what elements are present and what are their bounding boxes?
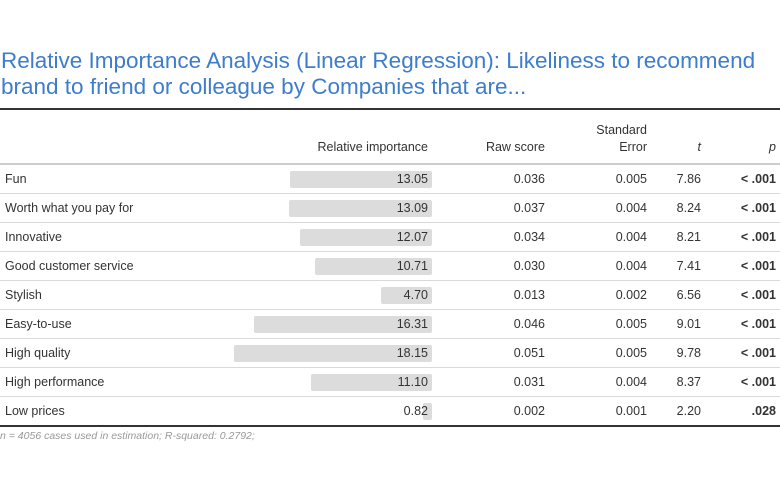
header-raw-score: Raw score bbox=[485, 140, 545, 154]
standard-error-value: 0.005 bbox=[615, 172, 647, 186]
relative-importance-bar bbox=[234, 345, 432, 362]
relative-importance-cell: 0.82 bbox=[200, 397, 432, 427]
standard-error-value: 0.005 bbox=[615, 317, 647, 331]
t-value: 8.37 bbox=[676, 375, 701, 389]
table-row: Good customer service 10.71 0.030 0.004 7.41… bbox=[0, 252, 780, 281]
relative-importance-bar bbox=[423, 403, 432, 420]
header-relative-importance: Relative importance bbox=[317, 140, 428, 154]
p-value: < .001 bbox=[740, 288, 776, 302]
raw-score-value: 0.034 bbox=[513, 230, 545, 244]
relative-importance-cell: 4.70 bbox=[200, 281, 432, 310]
header-standard-error-line1: Standard bbox=[596, 123, 647, 137]
relative-importance-value: 10.71 bbox=[396, 259, 428, 273]
relative-importance-value: 12.07 bbox=[396, 230, 428, 244]
p-value: < .001 bbox=[740, 346, 776, 360]
table-row: High quality 18.15 0.051 0.005 9.78 < .001 bbox=[0, 339, 780, 368]
standard-error-value: 0.004 bbox=[615, 259, 647, 273]
footnote: n = 4056 cases used in estimation; R-squ… bbox=[0, 430, 255, 442]
header-label bbox=[0, 109, 200, 164]
header-t: t bbox=[697, 140, 701, 154]
table-row: High performance 11.10 0.031 0.004 8.37 < .00… bbox=[0, 368, 780, 397]
t-value: 6.56 bbox=[676, 288, 701, 302]
relative-importance-value: 0.82 bbox=[403, 404, 428, 418]
relative-importance-bar bbox=[310, 374, 432, 391]
row-label: Good customer service bbox=[5, 259, 134, 273]
relative-importance-cell: 18.15 bbox=[200, 339, 432, 368]
row-label: Low prices bbox=[5, 404, 65, 418]
row-label: Fun bbox=[5, 172, 27, 186]
p-value: .028 bbox=[751, 404, 776, 418]
relative-importance-cell: 13.05 bbox=[200, 164, 432, 194]
header-p: p bbox=[769, 140, 776, 154]
t-value: 8.24 bbox=[676, 201, 701, 215]
row-label: High performance bbox=[5, 375, 105, 389]
relative-importance-bar bbox=[300, 229, 432, 246]
p-value: < .001 bbox=[740, 172, 776, 186]
raw-score-value: 0.046 bbox=[513, 317, 545, 331]
relative-importance-bar bbox=[289, 171, 432, 188]
table-row: Innovative 12.07 0.034 0.004 8.21 < .001 bbox=[0, 223, 780, 252]
table-row: Fun 13.05 0.036 0.005 7.86 < .001 bbox=[0, 164, 780, 194]
t-value: 8.21 bbox=[676, 230, 701, 244]
table-row: Easy-to-use 16.31 0.046 0.005 9.01 < .001 bbox=[0, 310, 780, 339]
raw-score-value: 0.002 bbox=[513, 404, 545, 418]
row-label: High quality bbox=[5, 346, 71, 360]
relative-importance-table: Relative importance Raw score Standard E… bbox=[0, 108, 780, 427]
table-row: Stylish 4.70 0.013 0.002 6.56 < .001 bbox=[0, 281, 780, 310]
raw-score-value: 0.037 bbox=[513, 201, 545, 215]
relative-importance-value: 11.10 bbox=[397, 375, 428, 389]
raw-score-value: 0.030 bbox=[513, 259, 545, 273]
p-value: < .001 bbox=[740, 259, 776, 273]
page-title: Relative Importance Analysis (Linear Reg… bbox=[1, 48, 756, 99]
standard-error-value: 0.004 bbox=[615, 201, 647, 215]
table-row: Low prices 0.82 0.002 0.001 2.20 .028 bbox=[0, 397, 780, 427]
t-value: 9.78 bbox=[676, 346, 701, 360]
relative-importance-bar bbox=[315, 258, 432, 275]
standard-error-value: 0.004 bbox=[615, 230, 647, 244]
row-label: Worth what you pay for bbox=[5, 201, 134, 215]
raw-score-value: 0.036 bbox=[513, 172, 545, 186]
relative-importance-value: 18.15 bbox=[396, 346, 428, 360]
raw-score-value: 0.013 bbox=[513, 288, 545, 302]
raw-score-value: 0.051 bbox=[513, 346, 545, 360]
relative-importance-value: 13.09 bbox=[396, 201, 428, 215]
relative-importance-cell: 10.71 bbox=[200, 252, 432, 281]
header-standard-error: Standard Error bbox=[549, 109, 651, 164]
relative-importance-bar bbox=[380, 287, 432, 304]
t-value: 7.86 bbox=[676, 172, 701, 186]
relative-importance-cell: 16.31 bbox=[200, 310, 432, 339]
relative-importance-cell: 11.10 bbox=[200, 368, 432, 397]
p-value: < .001 bbox=[740, 317, 776, 331]
relative-importance-bar bbox=[289, 200, 432, 217]
t-value: 2.20 bbox=[676, 404, 701, 418]
t-value: 7.41 bbox=[676, 259, 701, 273]
relative-importance-value: 16.31 bbox=[396, 317, 428, 331]
p-value: < .001 bbox=[740, 230, 776, 244]
row-label: Easy-to-use bbox=[5, 317, 72, 331]
relative-importance-cell: 13.09 bbox=[200, 194, 432, 223]
standard-error-value: 0.005 bbox=[615, 346, 647, 360]
relative-importance-bar bbox=[254, 316, 432, 333]
standard-error-value: 0.002 bbox=[615, 288, 647, 302]
relative-importance-cell: 12.07 bbox=[200, 223, 432, 252]
p-value: < .001 bbox=[740, 201, 776, 215]
t-value: 9.01 bbox=[676, 317, 701, 331]
standard-error-value: 0.001 bbox=[615, 404, 647, 418]
row-label: Stylish bbox=[5, 288, 42, 302]
header-standard-error-line2: Error bbox=[619, 140, 647, 154]
table-row: Worth what you pay for 13.09 0.037 0.004 8.2… bbox=[0, 194, 780, 223]
standard-error-value: 0.004 bbox=[615, 375, 647, 389]
row-label: Innovative bbox=[5, 230, 62, 244]
relative-importance-value: 4.70 bbox=[403, 288, 428, 302]
p-value: < .001 bbox=[740, 375, 776, 389]
raw-score-value: 0.031 bbox=[513, 375, 545, 389]
table-body: Fun 13.05 0.036 0.005 7.86 < .001 Worth what y… bbox=[0, 164, 780, 426]
table-header-row: Relative importance Raw score Standard E… bbox=[0, 109, 780, 164]
relative-importance-value: 13.05 bbox=[396, 172, 428, 186]
